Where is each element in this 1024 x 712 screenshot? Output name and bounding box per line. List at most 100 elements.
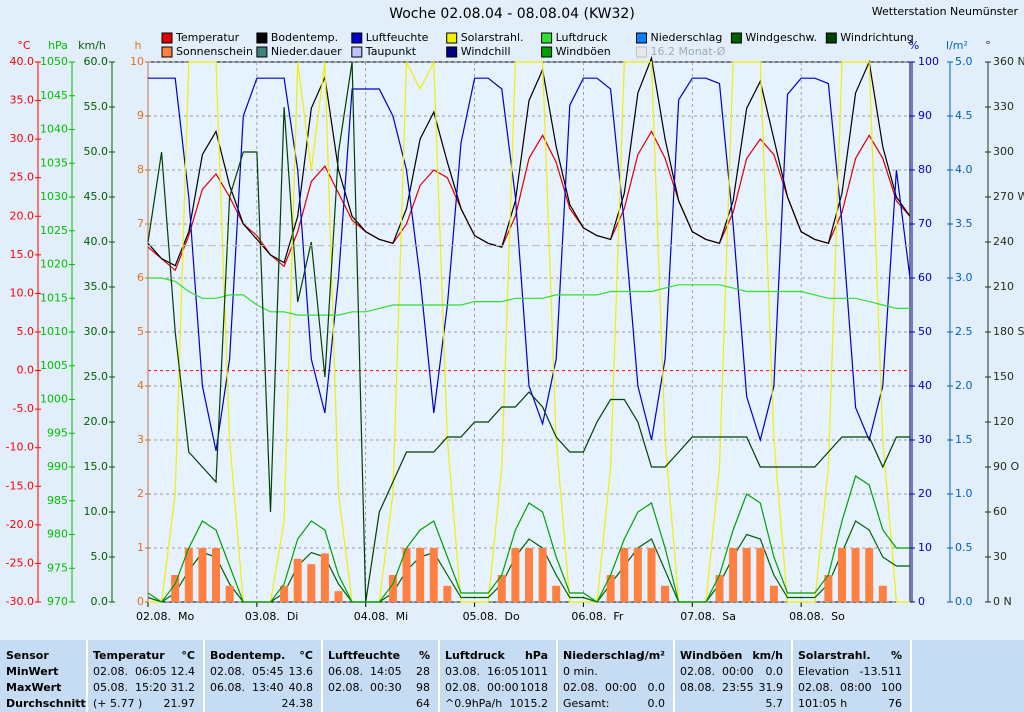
cell-left: 08.08. 23:55 <box>680 681 754 694</box>
cell-left: 02.08. 00:00 <box>680 665 754 678</box>
tick-label: 15.0 <box>10 248 35 261</box>
cell-left: 0 min. <box>563 665 598 678</box>
tick-label: 1005 <box>40 359 68 372</box>
sunshine-bar <box>429 548 438 602</box>
tick-label: 10 <box>918 541 932 554</box>
axis-title: h <box>135 39 142 52</box>
x-tick-label: 06.08. Fr <box>571 610 624 623</box>
header-cell: Sensor <box>6 649 49 662</box>
cell-right: 24.38 <box>281 697 314 710</box>
unit-cell: °C <box>181 649 195 662</box>
legend-swatch <box>351 32 363 44</box>
header-cell: Solarstrahl. <box>798 649 871 662</box>
sunshine-bar <box>865 548 874 602</box>
tick-label: 50 <box>918 325 932 338</box>
series-line <box>147 61 910 603</box>
tick-label: -30.0 <box>6 595 34 608</box>
tick-label: 210 <box>993 280 1014 293</box>
legend-swatch <box>256 32 268 44</box>
cell-right: 31.2 <box>170 681 196 694</box>
tick-label: 975 <box>47 561 68 574</box>
header-cell: Temperatur <box>93 649 165 662</box>
row-label: MaxWert <box>6 681 62 694</box>
cell-left: 05.08. 15:20 <box>93 681 167 694</box>
tick-label: 5 <box>137 325 144 338</box>
legend-swatch <box>541 46 553 58</box>
cell-right: 40.8 <box>288 681 314 694</box>
row-label: MinWert <box>6 665 59 678</box>
tick-label: 3.0 <box>955 271 973 284</box>
axis-title: °C <box>17 39 31 52</box>
legend-label: Temperatur <box>175 31 240 44</box>
cell-right: 100 <box>881 681 902 694</box>
tick-label: 40.0 <box>10 55 35 68</box>
tick-label: 40 <box>918 379 932 392</box>
cell-right: 12.4 <box>170 665 196 678</box>
tick-label: 2 <box>137 487 144 500</box>
cell-left: 06.08. 14:05 <box>328 665 402 678</box>
sunshine-bar <box>198 548 207 602</box>
tick-label: -15.0 <box>6 479 34 492</box>
legend-swatch <box>161 46 173 58</box>
tick-label: 60 <box>993 505 1007 518</box>
tick-label: 30 <box>993 550 1007 563</box>
tick-label: 990 <box>47 460 68 473</box>
sunshine-bar <box>538 548 547 602</box>
tick-label: 980 <box>47 528 68 541</box>
unit-cell: % <box>418 649 430 662</box>
tick-label: 30.0 <box>84 325 109 338</box>
legend-swatch <box>351 46 363 58</box>
cell-left: 02.08. 00:30 <box>328 681 402 694</box>
tick-label: -20.0 <box>6 518 34 531</box>
unit-cell: l/m² <box>640 649 665 662</box>
tick-label: 120 <box>993 415 1014 428</box>
tick-label: 9 <box>137 109 144 122</box>
unit-cell: km/h <box>752 649 783 662</box>
sunshine-bar <box>497 575 506 602</box>
tick-label: 45.0 <box>84 190 109 203</box>
tick-label: 3 <box>137 433 144 446</box>
tick-label: 0.5 <box>955 541 973 554</box>
tick-label: 8 <box>137 163 144 176</box>
cell-left: ^0.9hPa/h <box>445 697 503 710</box>
tick-label: 70 <box>918 217 932 230</box>
legend-label: Niederschlag <box>651 31 723 44</box>
tick-label: 0.0 <box>91 595 109 608</box>
cell-right: 0.0 <box>765 665 784 678</box>
table-column: Temperatur °C 02.08. 06:05 12.4 05.08. 15:20… <box>88 640 205 712</box>
legend-label: Windgeschw. <box>745 31 817 44</box>
tick-label: 1.5 <box>955 433 973 446</box>
legend-label: Sonnenschein <box>176 45 253 58</box>
legend-label: Windböen <box>556 45 611 58</box>
sunshine-bar <box>388 575 397 602</box>
tick-label: 80 <box>918 163 932 176</box>
cell-left: (+ 5.77 ) <box>93 697 143 710</box>
header-cell: Niederschlag <box>563 649 645 662</box>
sunshine-bar <box>769 585 778 602</box>
tick-label: 20.0 <box>84 415 109 428</box>
tick-label: 360 N <box>993 55 1024 68</box>
tick-label: 240 <box>993 235 1014 248</box>
tick-label: 1 <box>137 541 144 554</box>
sunshine-bar <box>334 591 343 602</box>
legend-label: Luftdruck <box>556 31 608 44</box>
tick-label: 4.0 <box>955 163 973 176</box>
sunshine-bar <box>525 548 533 602</box>
sunshine-bar <box>715 575 724 602</box>
cell-right: 1015.2 <box>509 697 549 710</box>
tick-label: 20.0 <box>10 209 35 222</box>
cell-left: 02.08. 08:00 <box>798 681 872 694</box>
tick-label: -5.0 <box>13 402 34 415</box>
legend-label: Luftfeuchte <box>366 31 429 44</box>
tick-label: 50.0 <box>84 145 109 158</box>
tick-label: 180 S <box>993 325 1024 338</box>
cell-right: 76 <box>888 697 902 710</box>
legend-swatch <box>446 32 458 44</box>
tick-label: -10.0 <box>6 441 34 454</box>
tick-label: 4 <box>137 379 144 392</box>
tick-label: 30.0 <box>10 132 35 145</box>
sunshine-bar <box>171 575 180 602</box>
table-column: Luftfeuchte% 06.08. 14:05 28 02.08. 00:30 98… <box>323 640 440 712</box>
tick-label: 60.0 <box>84 55 109 68</box>
